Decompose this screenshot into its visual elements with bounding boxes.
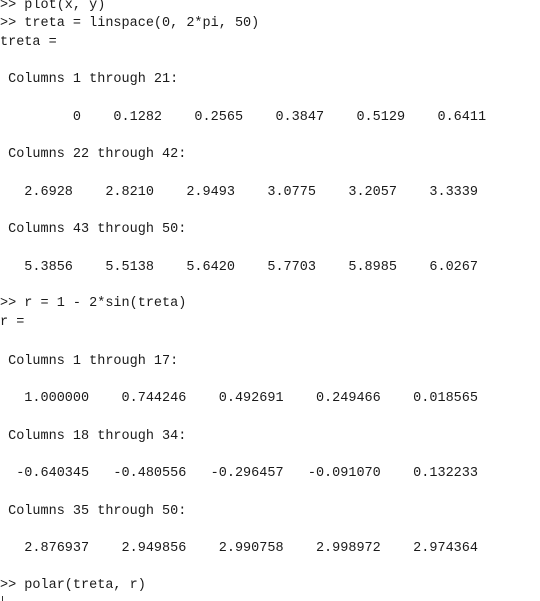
command-line: >> treta = linspace(0, 2*pi, 50) [0,16,260,31]
text-cursor [2,596,3,601]
output-variable-label: r = [0,315,25,330]
columns-header: Columns 35 through 50: [0,504,187,519]
output-values-row: 0 0.1282 0.2565 0.3847 0.5129 0.6411 [0,110,487,125]
columns-header: Columns 22 through 42: [0,147,187,162]
output-values-row: -0.640345 -0.480556 -0.296457 -0.091070 … [0,466,478,481]
output-values-row: 5.3856 5.5138 5.6420 5.7703 5.8985 6.026… [0,260,478,275]
command-line: >> r = 1 - 2*sin(treta) [0,296,187,311]
columns-header: Columns 43 through 50: [0,222,187,237]
command-line: >> polar(treta, r) [0,578,146,593]
output-values-row: 2.6928 2.8210 2.9493 3.0775 3.2057 3.333… [0,185,478,200]
columns-header: Columns 1 through 21: [0,72,179,87]
output-values-row: 1.000000 0.744246 0.492691 0.249466 0.01… [0,391,478,406]
output-values-row: 2.876937 2.949856 2.990758 2.998972 2.97… [0,541,478,556]
columns-header: Columns 18 through 34: [0,429,187,444]
columns-header: Columns 1 through 17: [0,354,179,369]
command-line: >> plot(x, y) [0,0,106,13]
output-variable-label: treta = [0,35,57,50]
